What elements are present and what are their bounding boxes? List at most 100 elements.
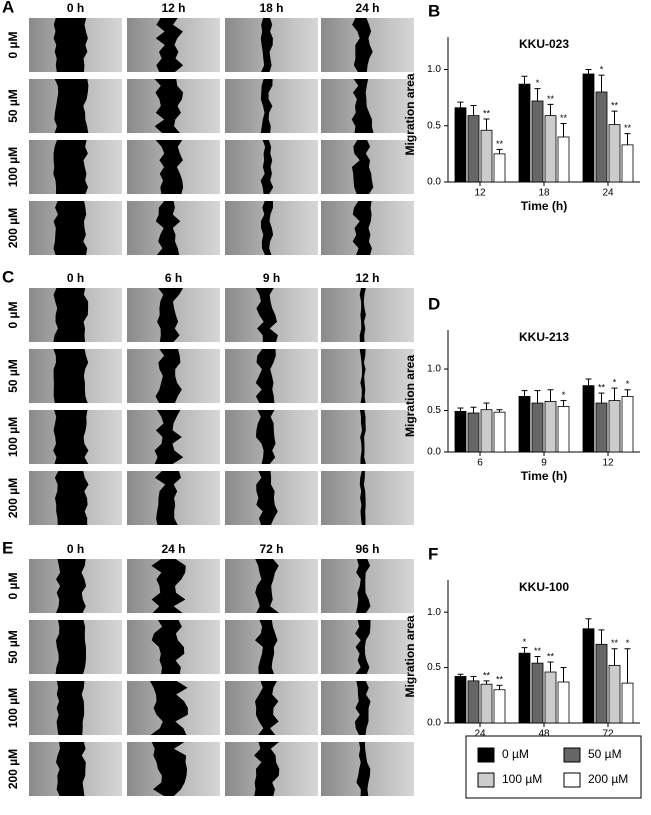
y-tick-label: 1.0: [427, 64, 441, 75]
significance: *: [613, 377, 617, 387]
x-tick-label: 12: [474, 188, 486, 199]
bar: [608, 664, 621, 724]
significance: **: [483, 108, 491, 118]
bar: [518, 83, 531, 183]
bar: [544, 671, 557, 724]
significance: **: [547, 651, 555, 661]
row-label: 200 µM: [6, 749, 20, 789]
wound-gap: [256, 471, 278, 525]
wound-gap: [151, 559, 186, 613]
column-header: 24 h: [355, 1, 379, 15]
significance: **: [611, 638, 619, 648]
bar: [467, 412, 480, 453]
bar: [582, 385, 595, 453]
bar: [595, 643, 608, 724]
column-header: 0 h: [67, 542, 84, 556]
bar: [582, 628, 595, 724]
bar: [493, 153, 506, 183]
wound-gap: [56, 742, 86, 796]
significance: *: [626, 638, 630, 648]
wound-gap: [355, 681, 371, 735]
wound-gap: [359, 288, 366, 342]
bar: [531, 662, 544, 724]
bar: [518, 396, 531, 453]
bar: [531, 100, 544, 183]
wound-gap: [151, 742, 188, 796]
wound-gap: [53, 288, 89, 342]
x-tick-label: 12: [602, 458, 614, 469]
bar: [518, 652, 531, 724]
bar: [467, 680, 480, 724]
panel-letter: E: [2, 538, 13, 557]
wound-gap: [255, 288, 278, 342]
legend-label: 50 µM: [588, 747, 622, 761]
panel-letter: A: [2, 0, 14, 16]
chart-title: KKU-100: [519, 580, 569, 594]
y-tick-label: 0.5: [427, 405, 441, 416]
wound-gap: [53, 410, 89, 464]
wound-gap: [355, 620, 371, 674]
significance: **: [560, 113, 568, 123]
wound-gap: [352, 18, 373, 72]
bar: [595, 91, 608, 183]
wound-gap: [53, 140, 88, 194]
x-axis-label: Time (h): [521, 469, 567, 483]
column-header: 0 h: [67, 1, 84, 15]
bar: [608, 400, 621, 453]
wound-gap: [155, 140, 184, 194]
wound-gap: [255, 349, 276, 403]
wound-gap: [260, 201, 274, 255]
x-tick-label: 24: [474, 729, 486, 740]
micrograph: [321, 471, 414, 525]
bar: [608, 124, 621, 183]
row-label: 50 µM: [6, 630, 20, 664]
bar: [480, 129, 493, 183]
wound-gap: [351, 79, 374, 133]
wound-gap: [360, 410, 366, 464]
chart-title: KKU-213: [519, 330, 569, 344]
column-header: 6 h: [165, 271, 182, 285]
significance: **: [547, 94, 555, 104]
column-header: 24 h: [161, 542, 185, 556]
significance: *: [536, 78, 540, 88]
row-label: 0 µM: [6, 32, 20, 59]
chart-title: KKU-023: [519, 37, 569, 51]
wound-gap: [255, 410, 276, 464]
wound-gap: [54, 79, 89, 133]
y-axis-label: Migration area: [403, 355, 417, 437]
column-header: 12 h: [355, 271, 379, 285]
wound-gap: [155, 201, 181, 255]
bar: [544, 115, 557, 183]
micrograph: [321, 349, 414, 403]
y-tick-label: 1.0: [427, 364, 441, 375]
x-tick-label: 48: [538, 729, 550, 740]
significance: *: [562, 390, 566, 400]
wound-gap: [56, 559, 87, 613]
significance: *: [626, 379, 630, 389]
significance: *: [600, 65, 604, 75]
bar: [454, 107, 467, 183]
bar: [557, 681, 570, 724]
y-tick-label: 0.5: [427, 120, 441, 131]
legend-box: [465, 735, 642, 799]
wound-gap: [356, 742, 371, 796]
y-tick-label: 1.0: [427, 607, 441, 618]
significance: **: [624, 123, 632, 133]
wound-gap: [53, 349, 89, 403]
wound-gap: [54, 471, 89, 525]
row-label: 0 µM: [6, 573, 20, 600]
significance: **: [534, 646, 542, 656]
micrograph: [321, 288, 414, 342]
x-tick-label: 6: [477, 458, 483, 469]
bar: [557, 405, 570, 453]
bar: [454, 410, 467, 453]
legend-label: 100 µM: [502, 772, 542, 786]
wound-gap: [255, 681, 279, 735]
legend-swatch: [477, 772, 495, 788]
column-header: 96 h: [355, 542, 379, 556]
row-label: 100 µM: [6, 417, 20, 457]
x-tick-label: 72: [602, 729, 614, 740]
wound-gap: [260, 79, 273, 133]
row-label: 100 µM: [6, 688, 20, 728]
